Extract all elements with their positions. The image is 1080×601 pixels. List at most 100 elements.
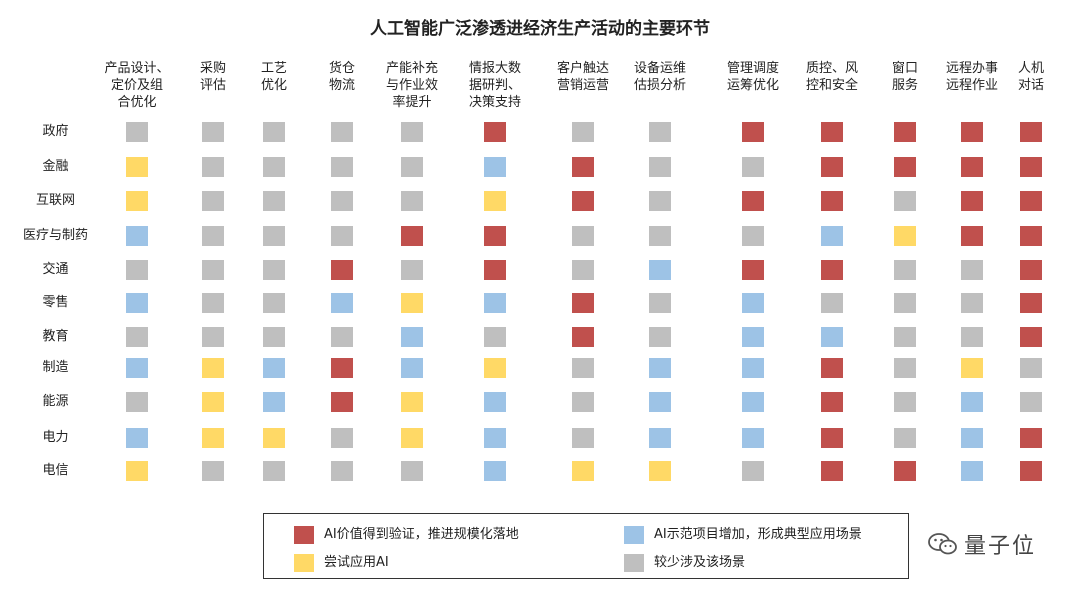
heatmap-cell <box>1020 428 1042 448</box>
heatmap-cell <box>894 122 916 142</box>
heatmap-cell <box>742 428 764 448</box>
legend-label-red: AI价值得到验证，推进规模化落地 <box>324 527 519 542</box>
heatmap-cell <box>742 392 764 412</box>
legend-swatch-red <box>294 526 314 544</box>
heatmap-cell <box>401 392 423 412</box>
heatmap-cell <box>401 260 423 280</box>
heatmap-cell <box>742 461 764 481</box>
heatmap-cell <box>331 260 353 280</box>
row-label: 交通 <box>42 262 69 277</box>
heatmap-cell <box>894 293 916 313</box>
heatmap-cell <box>202 226 224 246</box>
row-label: 电力 <box>42 430 69 445</box>
heatmap-cell <box>894 157 916 177</box>
heatmap-cell <box>821 191 843 211</box>
column-header: 远程办事 远程作业 <box>945 61 998 93</box>
legend: AI价值得到验证，推进规模化落地 AI示范项目增加，形成典型应用场景 尝试应用A… <box>263 513 909 579</box>
heatmap-cell <box>331 461 353 481</box>
heatmap-cell <box>742 260 764 280</box>
row-label: 教育 <box>42 329 69 344</box>
heatmap-cell <box>894 191 916 211</box>
chart-title: 人工智能广泛渗透进经济生产活动的主要环节 <box>370 19 710 39</box>
heatmap-cell <box>961 157 983 177</box>
column-header: 客户触达 营销运营 <box>556 61 609 93</box>
heatmap-cell <box>263 260 285 280</box>
heatmap-cell <box>961 191 983 211</box>
heatmap-cell <box>649 157 671 177</box>
heatmap-cell <box>484 358 506 378</box>
heatmap-cell <box>1020 358 1042 378</box>
column-header: 质控、风 控和安全 <box>805 61 858 93</box>
heatmap-cell <box>894 260 916 280</box>
heatmap-cell <box>331 293 353 313</box>
heatmap-cell <box>742 226 764 246</box>
heatmap-cell <box>263 226 285 246</box>
heatmap-cell <box>649 260 671 280</box>
heatmap-cell <box>1020 226 1042 246</box>
heatmap-cell <box>572 122 594 142</box>
column-header: 窗口 服务 <box>891 61 918 93</box>
heatmap-cell <box>894 226 916 246</box>
heatmap-cell <box>742 122 764 142</box>
heatmap-cell <box>126 122 148 142</box>
heatmap-cell <box>961 122 983 142</box>
heatmap-cell <box>649 191 671 211</box>
heatmap-cell <box>894 461 916 481</box>
heatmap-cell <box>484 226 506 246</box>
heatmap-cell <box>1020 461 1042 481</box>
heatmap-cell <box>821 226 843 246</box>
heatmap-cell <box>572 358 594 378</box>
heatmap-cell <box>572 260 594 280</box>
heatmap-cell <box>202 461 224 481</box>
column-header: 产品设计、 定价及组 合优化 <box>104 61 170 110</box>
heatmap-cell <box>401 157 423 177</box>
heatmap-cell <box>202 157 224 177</box>
column-header: 货仓 物流 <box>328 61 355 93</box>
heatmap-cell <box>202 122 224 142</box>
watermark: 量子位 <box>928 528 1036 560</box>
heatmap-cell <box>484 191 506 211</box>
legend-swatch-yellow <box>294 554 314 572</box>
column-header: 管理调度 运筹优化 <box>726 61 779 93</box>
heatmap-cell <box>742 157 764 177</box>
heatmap-cell <box>484 122 506 142</box>
heatmap-cell <box>821 260 843 280</box>
heatmap-cell <box>263 327 285 347</box>
heatmap-cell <box>202 358 224 378</box>
heatmap-cell <box>742 191 764 211</box>
heatmap-cell <box>263 157 285 177</box>
heatmap-cell <box>572 392 594 412</box>
heatmap-cell <box>1020 260 1042 280</box>
heatmap-cell <box>202 428 224 448</box>
heatmap-cell <box>263 293 285 313</box>
row-label: 零售 <box>42 295 69 310</box>
row-label: 金融 <box>42 159 69 174</box>
heatmap-cell <box>821 293 843 313</box>
heatmap-cell <box>202 191 224 211</box>
heatmap-cell <box>126 226 148 246</box>
heatmap-cell <box>649 358 671 378</box>
heatmap-cell <box>894 327 916 347</box>
heatmap-cell <box>572 293 594 313</box>
heatmap-cell <box>821 392 843 412</box>
heatmap-cell <box>961 358 983 378</box>
heatmap-cell <box>401 122 423 142</box>
heatmap-cell <box>484 428 506 448</box>
heatmap-cell <box>821 157 843 177</box>
row-label: 制造 <box>42 360 69 375</box>
row-label: 能源 <box>42 394 69 409</box>
column-header: 采购 评估 <box>199 61 226 93</box>
heatmap-cell <box>263 428 285 448</box>
heatmap-cell <box>484 157 506 177</box>
heatmap-cell <box>263 191 285 211</box>
heatmap-cell <box>484 392 506 412</box>
heatmap-cell <box>401 461 423 481</box>
column-header: 人机 对话 <box>1017 61 1044 93</box>
heatmap-cell <box>572 327 594 347</box>
heatmap-cell <box>331 122 353 142</box>
heatmap-cell <box>263 392 285 412</box>
heatmap-cell <box>126 260 148 280</box>
heatmap-cell <box>894 392 916 412</box>
heatmap-cell <box>649 428 671 448</box>
heatmap-cell <box>742 327 764 347</box>
